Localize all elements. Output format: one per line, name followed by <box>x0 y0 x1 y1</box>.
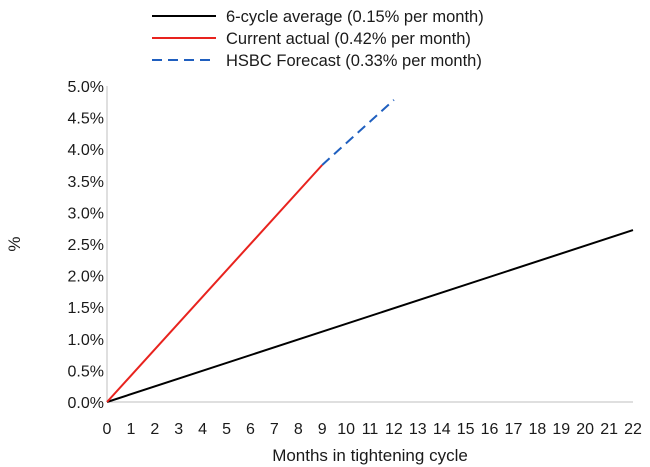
y-tick-label: 2.5% <box>68 237 104 254</box>
legend-label: HSBC Forecast (0.33% per month) <box>226 52 482 70</box>
x-tick-label: 19 <box>552 421 570 438</box>
x-tick-label: 16 <box>481 421 499 438</box>
x-tick-label: 2 <box>150 421 159 438</box>
x-tick-label: 10 <box>337 421 355 438</box>
x-tick-label: 7 <box>270 421 279 438</box>
series-line-3 <box>321 99 395 166</box>
y-tick-label: 4.0% <box>68 142 104 159</box>
x-tick-label: 15 <box>457 421 475 438</box>
x-tick-label: 11 <box>362 421 379 438</box>
series-line-2 <box>106 164 323 403</box>
x-tick-label: 21 <box>600 421 618 438</box>
x-tick-label: 14 <box>433 421 451 438</box>
x-tick-label: 13 <box>409 421 427 438</box>
legend-label: 6-cycle average (0.15% per month) <box>226 8 484 26</box>
x-tick-label: 6 <box>246 421 255 438</box>
x-tick-label: 22 <box>624 421 642 438</box>
x-tick-label: 4 <box>198 421 207 438</box>
y-axis-title: % <box>5 236 24 251</box>
y-tick-label: 3.5% <box>68 174 104 191</box>
y-tick-label: 5.0% <box>68 79 104 96</box>
x-tick-label: 8 <box>294 421 303 438</box>
x-tick-label: 17 <box>505 421 523 438</box>
y-tick-label: 0.0% <box>68 395 104 412</box>
y-tick-label: 0.5% <box>68 363 104 380</box>
y-tick-label: 3.0% <box>68 205 104 222</box>
y-tick-label: 1.0% <box>68 332 104 349</box>
series-line-1 <box>106 229 634 403</box>
x-tick-label: 5 <box>222 421 231 438</box>
x-axis: 0 1 2 3 4 5 6 7 8 9 10 11 12 13 14 15 16 17 18 19 20 21 22 <box>103 401 642 438</box>
x-tick-label: 3 <box>174 421 183 438</box>
series-layer <box>106 99 634 403</box>
y-tick-label: 2.0% <box>68 269 104 286</box>
legend-label: Current actual (0.42% per month) <box>226 30 471 48</box>
x-tick-label: 20 <box>576 421 594 438</box>
x-tick-label: 18 <box>528 421 546 438</box>
x-tick-label: 9 <box>318 421 327 438</box>
y-tick-label: 4.5% <box>68 111 104 128</box>
y-axis: 0.0% 0.5% 1.0% 1.5% 2.0% 2.5% 3.0% 3.5% 4.0% 4.5%… <box>68 79 108 412</box>
x-tick-label: 12 <box>385 421 403 438</box>
x-tick-label: 1 <box>126 421 135 438</box>
x-axis-title: Months in tightening cycle <box>272 446 468 465</box>
legend: 6-cycle average (0.15% per month) Current… <box>152 8 484 70</box>
y-tick-label: 1.5% <box>68 300 104 317</box>
x-tick-label: 0 <box>103 421 112 438</box>
